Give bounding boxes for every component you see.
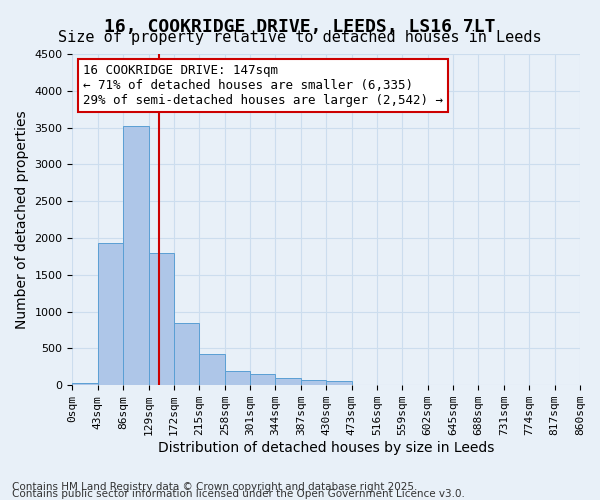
- Bar: [301, 380, 326, 385]
- Bar: [250, 374, 275, 385]
- Bar: [326, 381, 352, 385]
- Bar: [123, 126, 149, 385]
- Text: Contains public sector information licensed under the Open Government Licence v3: Contains public sector information licen…: [12, 489, 465, 499]
- Text: 16 COOKRIDGE DRIVE: 147sqm
← 71% of detached houses are smaller (6,335)
29% of s: 16 COOKRIDGE DRIVE: 147sqm ← 71% of deta…: [83, 64, 443, 107]
- Text: Contains HM Land Registry data © Crown copyright and database right 2025.: Contains HM Land Registry data © Crown c…: [12, 482, 418, 492]
- Bar: [73, 383, 98, 385]
- Bar: [149, 252, 174, 385]
- Text: 16, COOKRIDGE DRIVE, LEEDS, LS16 7LT: 16, COOKRIDGE DRIVE, LEEDS, LS16 7LT: [104, 18, 496, 36]
- X-axis label: Distribution of detached houses by size in Leeds: Distribution of detached houses by size …: [158, 441, 494, 455]
- Bar: [275, 378, 301, 385]
- Text: Size of property relative to detached houses in Leeds: Size of property relative to detached ho…: [58, 30, 542, 45]
- Bar: [98, 243, 123, 385]
- Bar: [174, 324, 199, 385]
- Bar: [199, 354, 224, 385]
- Y-axis label: Number of detached properties: Number of detached properties: [15, 110, 29, 329]
- Bar: [224, 371, 250, 385]
